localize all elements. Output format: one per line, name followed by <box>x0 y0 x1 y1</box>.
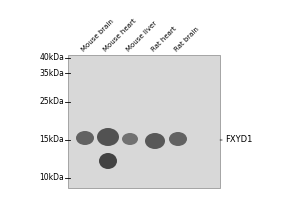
Ellipse shape <box>145 133 165 149</box>
Text: 40kDa: 40kDa <box>39 53 64 62</box>
Text: FXYD1: FXYD1 <box>220 136 252 144</box>
Text: 10kDa: 10kDa <box>39 173 64 182</box>
Text: Mouse heart: Mouse heart <box>103 18 138 53</box>
Ellipse shape <box>76 131 94 145</box>
Text: 15kDa: 15kDa <box>39 136 64 144</box>
Ellipse shape <box>169 132 187 146</box>
Ellipse shape <box>122 133 138 145</box>
Ellipse shape <box>97 128 119 146</box>
Ellipse shape <box>99 153 117 169</box>
Text: Mouse brain: Mouse brain <box>81 18 115 53</box>
Text: Rat heart: Rat heart <box>151 26 178 53</box>
Text: Mouse liver: Mouse liver <box>126 20 158 53</box>
Text: Rat brain: Rat brain <box>174 26 200 53</box>
Bar <box>68 55 220 188</box>
Text: 25kDa: 25kDa <box>39 98 64 106</box>
Text: 35kDa: 35kDa <box>39 68 64 77</box>
